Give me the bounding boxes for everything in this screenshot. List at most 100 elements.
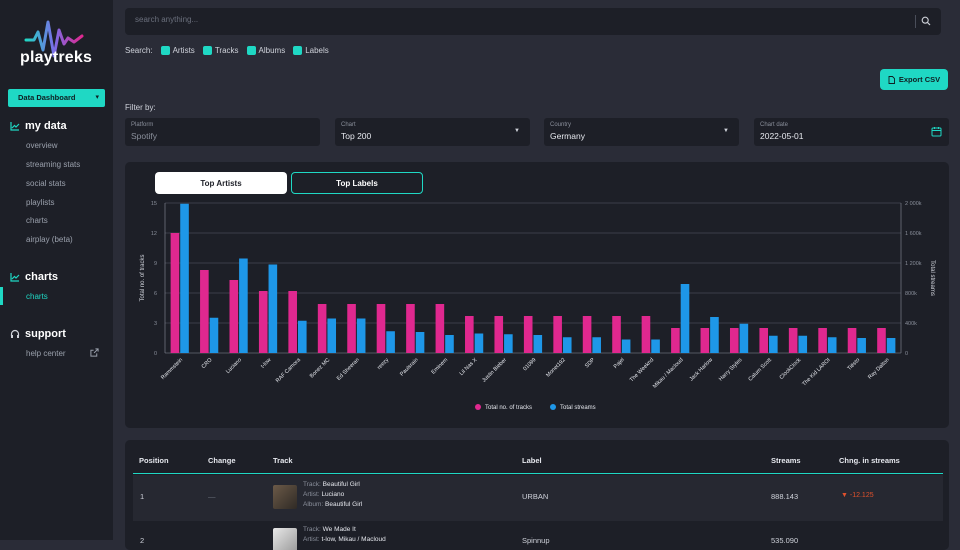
chart-select[interactable]: Chart Top 200 ▼ xyxy=(335,118,530,146)
bar-tracks xyxy=(435,304,445,353)
sidebar-item-charts[interactable]: charts xyxy=(26,216,48,225)
search-option-labels[interactable]: Labels xyxy=(293,46,329,55)
sidebar-item-airplay[interactable]: airplay (beta) xyxy=(26,235,73,244)
search-divider xyxy=(915,15,916,28)
chng-value: -12.125 xyxy=(849,492,874,499)
search-option-tracks[interactable]: Tracks xyxy=(202,46,239,55)
column-header-position[interactable]: Position xyxy=(139,456,169,465)
bar-streams xyxy=(297,320,307,353)
option-label: Albums xyxy=(258,46,286,55)
search-option-albums[interactable]: Albums xyxy=(246,46,286,55)
dashboard-select[interactable]: Data Dashboard ▾ xyxy=(8,89,105,107)
bar-streams xyxy=(827,337,837,353)
bar-streams xyxy=(562,337,572,353)
x-tick-label: Mikau / Macloud xyxy=(652,357,685,390)
sidebar-item-charts-active[interactable]: charts xyxy=(26,292,48,301)
bar-tracks xyxy=(700,328,710,353)
export-csv-button[interactable]: Export CSV xyxy=(880,69,948,90)
checkbox-checked[interactable] xyxy=(202,46,212,55)
search-input[interactable] xyxy=(135,15,895,24)
x-tick-label: Eminem xyxy=(431,357,450,376)
bar-tracks xyxy=(641,316,651,353)
nav-section-title: charts xyxy=(25,271,59,283)
bar-tracks xyxy=(494,316,504,353)
bar-streams xyxy=(651,339,660,353)
y-right-tick-label: 1 600k xyxy=(905,231,922,237)
chevron-down-icon: ▼ xyxy=(514,128,520,134)
x-tick-label: Jack Harlow xyxy=(689,357,714,382)
search-option-artists[interactable]: Artists xyxy=(160,46,195,55)
sidebar-item-help-center[interactable]: help center xyxy=(26,349,66,358)
column-header-streams[interactable]: Streams xyxy=(771,456,801,465)
table-row[interactable]: 1 — Track: Beautiful Girl Artist: Lucian… xyxy=(133,475,943,521)
x-tick-label: The Weeknd xyxy=(629,357,655,383)
x-tick-label: Lil Nas X xyxy=(459,357,479,377)
search-label: Search: xyxy=(125,46,153,55)
column-header-track[interactable]: Track xyxy=(273,456,293,465)
platform-field[interactable]: Platform Spotify xyxy=(125,118,320,146)
y-tick-label: 9 xyxy=(154,261,157,267)
tab-top-labels[interactable]: Top Labels xyxy=(291,172,423,194)
sidebar-item-streaming-stats[interactable]: streaming stats xyxy=(26,160,81,169)
x-tick-label: Monet192 xyxy=(545,357,567,379)
checkbox-checked[interactable] xyxy=(246,46,256,55)
column-header-chng-streams[interactable]: Chng. in streams xyxy=(839,456,900,465)
bar-tracks xyxy=(612,316,621,353)
row-streams: 888.143 xyxy=(771,492,799,501)
y-right-axis-label: Total streams xyxy=(929,260,935,296)
y-tick-label: 12 xyxy=(151,231,157,237)
bar-tracks xyxy=(258,291,268,353)
sidebar-item-social-stats[interactable]: social stats xyxy=(26,179,66,188)
column-header-change[interactable]: Change xyxy=(208,456,236,465)
x-tick-label: Bonez MC xyxy=(309,357,331,379)
x-tick-label: Pajel xyxy=(613,357,626,370)
external-link-icon[interactable] xyxy=(90,348,99,357)
x-tick-label: Justin Bieber xyxy=(481,357,508,384)
chart-card: Top Artists Top Labels 0 0 3 400k 6 800k 9 1 20… xyxy=(125,162,949,428)
line-chart-icon xyxy=(10,122,20,131)
table-row[interactable]: 2 Track: We Made It Artist: t-low, Mikau… xyxy=(133,522,943,550)
bar-tracks xyxy=(170,233,180,353)
calendar-icon[interactable] xyxy=(931,126,942,137)
legend-marker xyxy=(550,404,556,410)
checkbox-checked[interactable] xyxy=(160,46,170,55)
x-tick-label: Ed Sheeran xyxy=(336,357,361,382)
country-select[interactable]: Country Germany ▼ xyxy=(544,118,739,146)
bar-streams xyxy=(769,335,778,353)
bar-tracks xyxy=(729,328,739,353)
row-change: — xyxy=(208,492,216,501)
column-header-label[interactable]: Label xyxy=(522,456,542,465)
filter-by-label: Filter by: xyxy=(125,103,156,112)
bar-tracks xyxy=(759,328,769,353)
bar-streams xyxy=(386,331,395,353)
track-info: Track: We Made It Artist: t-low, Mikau /… xyxy=(303,525,386,545)
search-icon[interactable] xyxy=(921,16,931,26)
legend-marker xyxy=(475,404,481,410)
track-title: We Made It xyxy=(322,526,356,533)
bar-tracks xyxy=(229,280,239,353)
checkbox-checked[interactable] xyxy=(293,46,303,55)
dashboard-select-label: Data Dashboard xyxy=(18,93,76,102)
sidebar-item-playlists[interactable]: playlists xyxy=(26,198,55,207)
bar-tracks xyxy=(582,316,592,353)
bar-tracks xyxy=(465,316,474,353)
bar-tracks xyxy=(877,328,886,353)
headset-icon xyxy=(10,329,20,338)
bar-streams xyxy=(209,317,219,353)
sidebar-item-overview[interactable]: overview xyxy=(26,141,58,150)
chart-date-picker[interactable]: Chart date 2022-05-01 xyxy=(754,118,949,146)
tab-top-artists[interactable]: Top Artists xyxy=(155,172,287,194)
bar-streams xyxy=(798,335,808,353)
bar-tracks xyxy=(406,304,415,353)
row-label: URBAN xyxy=(522,492,549,501)
bar-tracks xyxy=(288,291,297,353)
legend-label: Total streams xyxy=(560,405,596,411)
option-label: Tracks xyxy=(214,46,239,55)
bar-streams xyxy=(621,339,631,353)
bar-streams xyxy=(504,334,513,353)
track-artist: Luciano xyxy=(321,491,345,498)
row-position: 2 xyxy=(140,536,145,545)
bar-streams xyxy=(739,323,749,353)
y-right-tick-label: 0 xyxy=(905,351,908,357)
bar-streams xyxy=(445,335,454,353)
